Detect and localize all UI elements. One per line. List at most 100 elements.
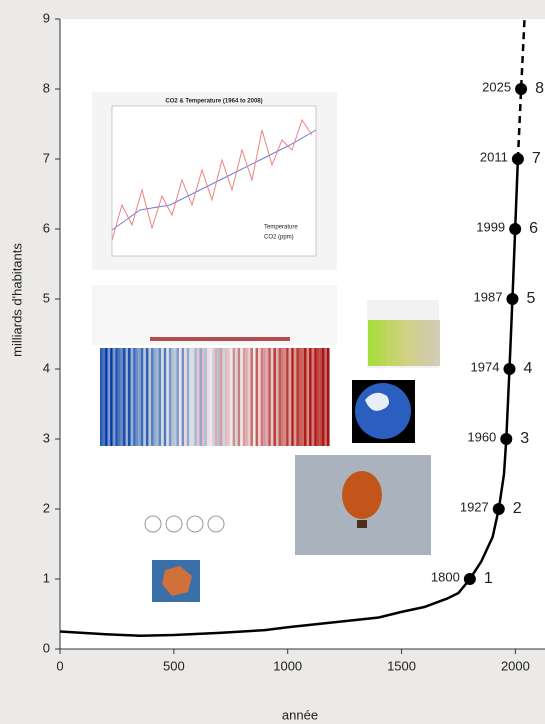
stripe	[398, 320, 404, 366]
stripe	[126, 348, 129, 446]
stripe	[386, 320, 392, 366]
stripe	[416, 320, 422, 366]
milestone-year: 1927	[460, 499, 489, 514]
stripe	[136, 348, 139, 446]
milestone-value: 6	[529, 220, 538, 237]
stripe	[187, 348, 190, 446]
x-tick-label: 1500	[387, 658, 416, 673]
stripe	[279, 348, 282, 446]
article-inset	[92, 285, 337, 345]
stripe	[245, 348, 248, 446]
stripe	[131, 348, 134, 446]
milestone-year: 1960	[467, 429, 496, 444]
stripe	[240, 348, 243, 446]
milestone-marker	[493, 503, 505, 515]
y-tick-label: 4	[43, 360, 50, 375]
stripe	[243, 348, 246, 446]
stripe	[250, 348, 253, 446]
x-tick-label: 1000	[273, 658, 302, 673]
stripe	[120, 348, 123, 446]
stripe	[123, 348, 126, 446]
stripe	[225, 348, 228, 446]
stripe	[222, 348, 225, 446]
stripe	[189, 348, 192, 446]
milestone-year: 1999	[476, 219, 505, 234]
inset-legend: Temperature	[264, 225, 298, 231]
stripe	[118, 348, 121, 446]
stripe	[169, 348, 172, 446]
stripe	[404, 320, 410, 366]
stripe	[307, 348, 310, 446]
stripe	[148, 348, 151, 446]
stripe	[273, 348, 276, 446]
stripe	[210, 348, 213, 446]
stripe	[296, 348, 299, 446]
stripe	[166, 348, 169, 446]
stripe	[281, 348, 284, 446]
stripe	[217, 348, 220, 446]
stripe	[156, 348, 159, 446]
stripe	[197, 348, 200, 446]
stripe	[105, 348, 108, 446]
stripe	[422, 320, 428, 366]
milestone-year: 2025	[482, 79, 511, 94]
stripe	[207, 348, 210, 446]
chart: CO2 & Temperature (1964 to 2008) Tempera…	[0, 0, 545, 724]
stripe	[138, 348, 141, 446]
green-stripes	[368, 320, 440, 366]
milestone-marker	[512, 153, 524, 165]
milestone-year: 1800	[431, 569, 460, 584]
stripe	[434, 320, 440, 366]
stripe	[289, 348, 292, 446]
stripe	[266, 348, 269, 446]
stripe	[230, 348, 233, 446]
y-tick-label: 2	[43, 500, 50, 515]
stripe	[286, 348, 289, 446]
stripe	[212, 348, 215, 446]
milestone-year: 1974	[471, 359, 500, 374]
stripe	[276, 348, 279, 446]
co2-inset-plot	[112, 106, 316, 256]
stripe	[133, 348, 136, 446]
stripe	[291, 348, 294, 446]
stripe	[161, 348, 164, 446]
stripe	[294, 348, 297, 446]
stripe	[154, 348, 157, 446]
y-tick-label: 8	[43, 80, 50, 95]
stripe	[115, 348, 118, 446]
stripe	[199, 348, 202, 446]
milestone-marker	[515, 83, 527, 95]
stripe	[233, 348, 236, 446]
stripe	[309, 348, 312, 446]
stripe	[174, 348, 177, 446]
milestone-marker	[509, 223, 521, 235]
y-tick-label: 7	[43, 150, 50, 165]
x-axis-label: année	[282, 707, 318, 722]
stripe	[368, 320, 374, 366]
stripe	[108, 348, 111, 446]
stripe	[113, 348, 116, 446]
milestone-value: 2	[513, 500, 522, 517]
milestone-year: 1987	[474, 289, 503, 304]
stripe	[202, 348, 205, 446]
milestone-value: 1	[484, 570, 493, 587]
y-tick-label: 3	[43, 430, 50, 445]
stripe	[128, 348, 131, 446]
milestone-marker	[503, 363, 515, 375]
stripe	[410, 320, 416, 366]
inset-title: CO2 & Temperature (1964 to 2008)	[165, 99, 262, 105]
stripe	[322, 348, 325, 446]
stripe	[164, 348, 167, 446]
balloon	[342, 471, 382, 519]
y-tick-label: 5	[43, 290, 50, 305]
stripe	[312, 348, 315, 446]
milestone-year: 2011	[480, 149, 508, 164]
x-tick-label: 0	[56, 658, 63, 673]
y-tick-label: 6	[43, 220, 50, 235]
stripe	[159, 348, 162, 446]
milestone-value: 4	[523, 360, 532, 377]
stripe	[258, 348, 261, 446]
stripe	[151, 348, 154, 446]
milestone-value: 8	[535, 80, 544, 97]
stripe	[253, 348, 256, 446]
